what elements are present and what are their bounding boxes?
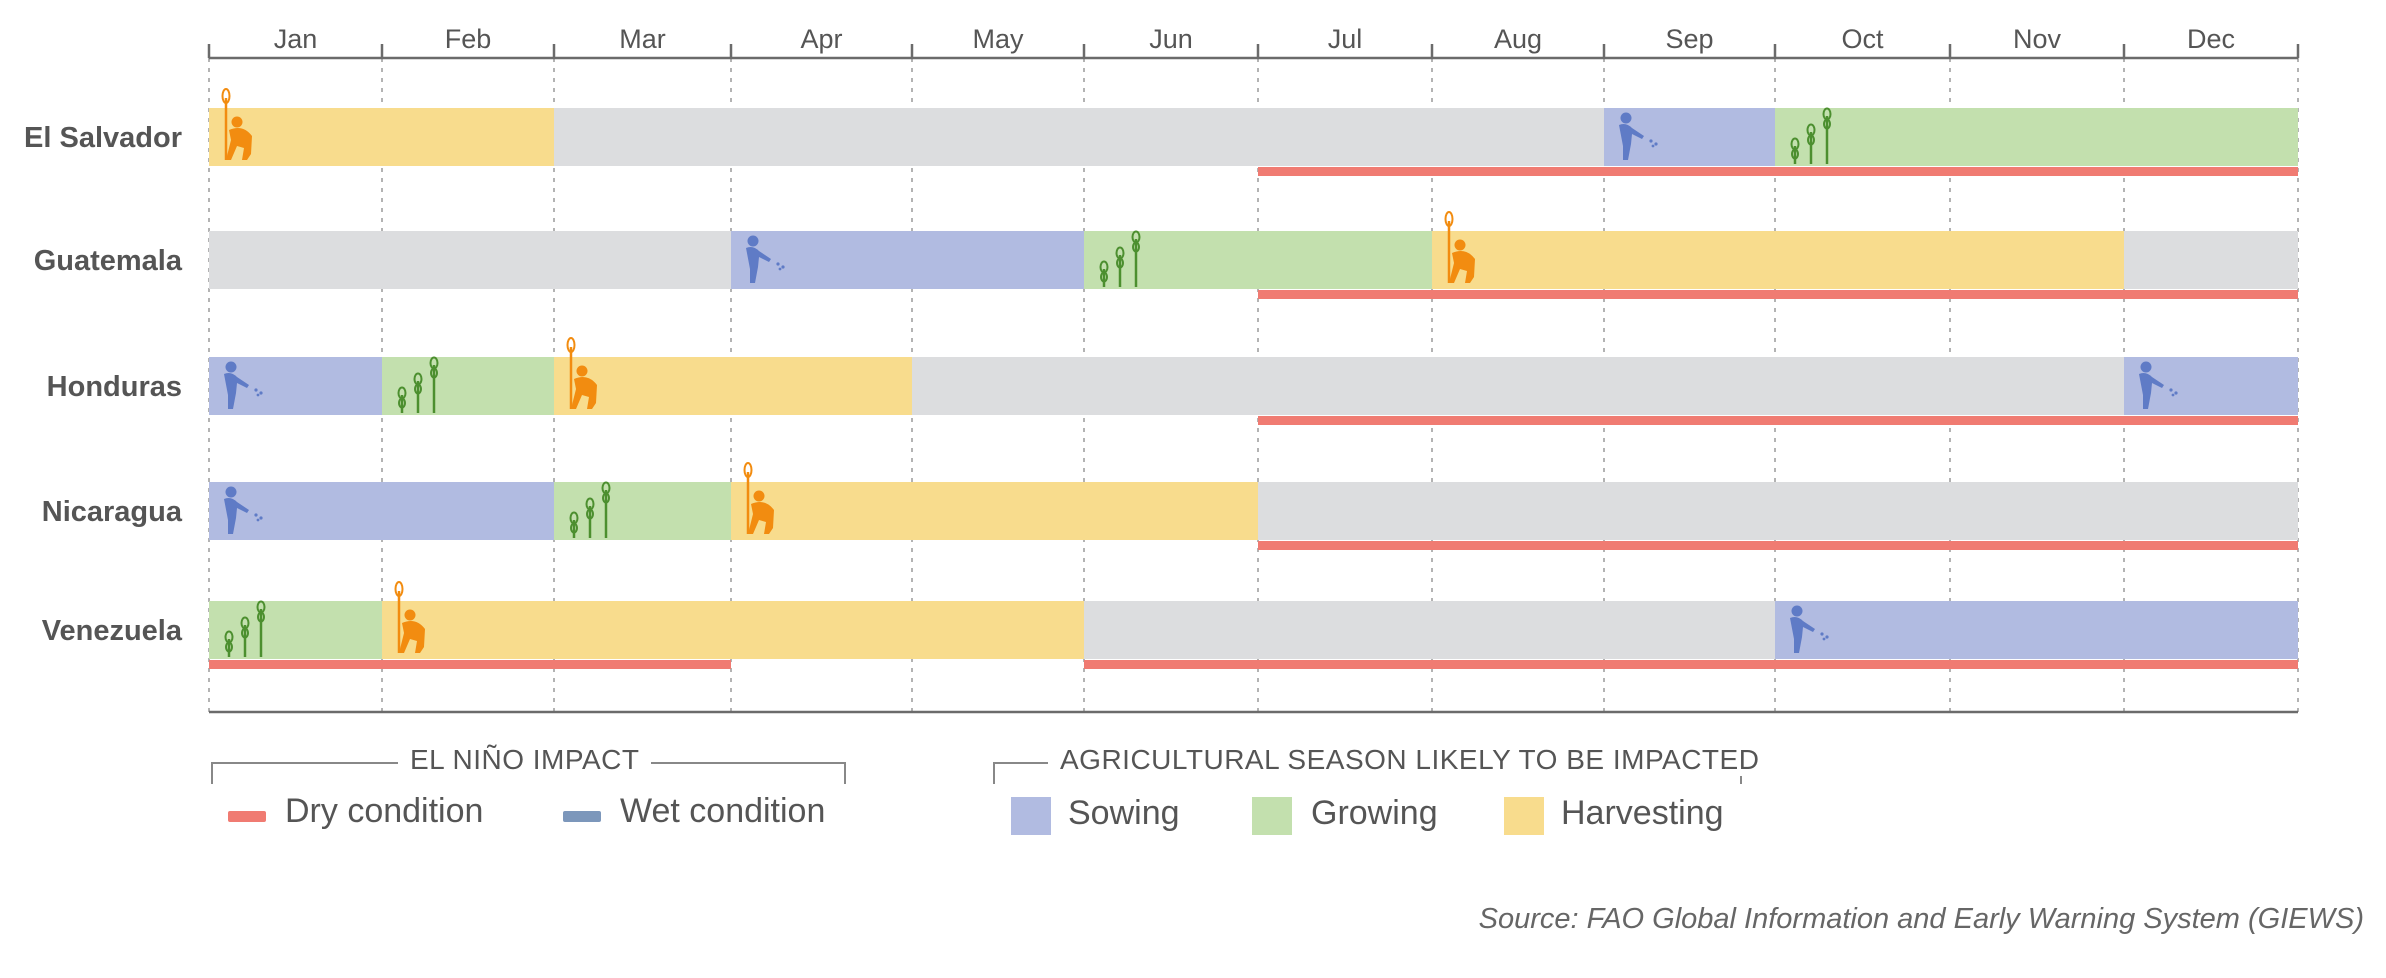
harvesting-icon	[394, 581, 425, 653]
season-bar-harvesting	[209, 108, 554, 166]
month-axis: Jan Feb Mar Apr May Jun Jul Aug Sep Oct Nov Dec	[207, 24, 2300, 714]
season-bar-none	[1084, 601, 1775, 659]
sowing-label: Sowing	[1068, 794, 1180, 832]
season-bracket-left	[993, 762, 995, 784]
month-label: Nov	[2013, 24, 2062, 54]
month-label: Mar	[619, 24, 666, 54]
sowing-icon	[1619, 112, 1658, 160]
season-bar-harvesting	[731, 482, 1258, 540]
growing-label: Growing	[1311, 794, 1438, 832]
growing-icon	[1790, 107, 1832, 164]
harvesting-icon	[221, 88, 252, 160]
month-label: Jul	[1328, 24, 1363, 54]
sowing-icon	[1790, 605, 1829, 653]
dry-condition-bar	[209, 660, 731, 669]
season-bar-growing	[1775, 108, 2298, 166]
season-legend-title: AGRICULTURAL SEASON LIKELY TO BE IMPACTE…	[1048, 744, 1772, 776]
wet-condition-label: Wet condition	[620, 792, 826, 830]
season-bar-growing	[1084, 231, 1432, 289]
source-note: Source: FAO Global Information and Early…	[1478, 903, 2364, 935]
season-bars	[209, 108, 2298, 659]
country-label: El Salvador	[24, 122, 182, 154]
impact-bracket-right	[844, 762, 846, 784]
sowing-icon	[2139, 361, 2178, 409]
season-bar-sowing	[1775, 601, 2298, 659]
dry-condition-swatch	[228, 811, 266, 822]
country-label: Venezuela	[42, 615, 183, 647]
season-bar-harvesting	[554, 357, 912, 415]
growing-swatch	[1252, 797, 1292, 835]
harvesting-icon	[566, 337, 597, 409]
country-label: Honduras	[47, 371, 182, 403]
country-label: Nicaragua	[42, 496, 183, 528]
month-label: Sep	[1665, 24, 1713, 54]
growing-icon	[397, 356, 439, 413]
country-label: Guatemala	[34, 245, 183, 277]
dry-condition-bar	[1084, 660, 2298, 669]
sowing-icon	[746, 235, 785, 283]
month-label: Jan	[274, 24, 318, 54]
season-bar-sowing	[1604, 108, 1775, 166]
month-label: Aug	[1494, 24, 1542, 54]
dry-condition-bar	[1258, 167, 2298, 176]
season-bar-sowing	[731, 231, 1084, 289]
harvesting-swatch	[1504, 797, 1544, 835]
growing-icon	[1099, 230, 1141, 287]
month-label: Dec	[2187, 24, 2235, 54]
wet-condition-swatch	[563, 811, 601, 822]
month-label: Jun	[1149, 24, 1193, 54]
sowing-icon	[224, 486, 263, 534]
season-bar-sowing	[209, 482, 554, 540]
harvesting-label: Harvesting	[1561, 794, 1724, 832]
season-bar-growing	[209, 601, 382, 659]
month-label: Apr	[800, 24, 842, 54]
harvesting-icon	[743, 462, 774, 534]
dry-condition-label: Dry condition	[285, 792, 484, 830]
month-label: May	[972, 24, 1024, 54]
season-bar-none	[912, 357, 2124, 415]
season-bar-harvesting	[1432, 231, 2124, 289]
season-bar-none	[1258, 482, 2298, 540]
month-label: Feb	[445, 24, 492, 54]
season-bar-none	[554, 108, 1604, 166]
season-bar-none	[2124, 231, 2298, 289]
month-label: Oct	[1841, 24, 1884, 54]
impact-bracket-left	[211, 762, 213, 784]
country-labels: El Salvador Guatemala Honduras Nicaragua Ven…	[24, 122, 183, 647]
dry-condition-bars	[209, 167, 2298, 669]
stage-icons	[221, 88, 2178, 657]
dry-condition-bar	[1258, 541, 2298, 550]
sowing-swatch	[1011, 797, 1051, 835]
sowing-icon	[224, 361, 263, 409]
impact-legend-title: EL NIÑO IMPACT	[398, 744, 652, 776]
dry-condition-bar	[1258, 416, 2298, 425]
season-bar-sowing	[2124, 357, 2298, 415]
growing-icon	[569, 481, 611, 538]
season-bar-none	[209, 231, 731, 289]
season-bar-harvesting	[382, 601, 1084, 659]
season-bar-growing	[554, 482, 731, 540]
season-bar-sowing	[209, 357, 382, 415]
dry-condition-bar	[1258, 290, 2298, 299]
harvesting-icon	[1444, 211, 1475, 283]
season-bar-growing	[382, 357, 554, 415]
growing-icon	[224, 600, 266, 657]
